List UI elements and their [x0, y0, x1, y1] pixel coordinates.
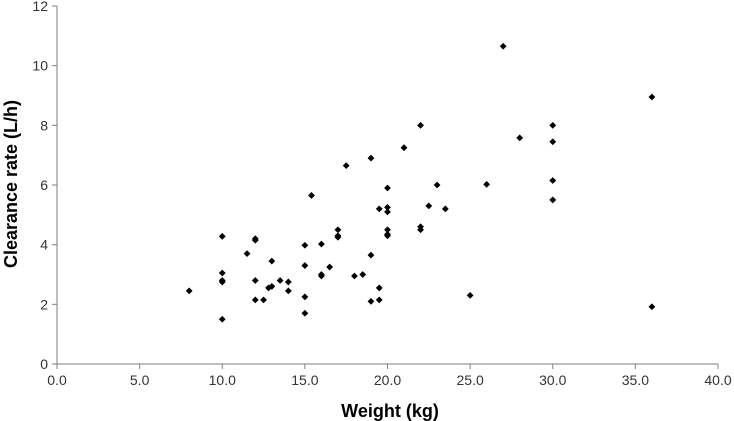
y-axis-title: Clearance rate (L/h): [1, 100, 21, 268]
x-tick-label: 10.0: [209, 372, 236, 388]
data-point: [251, 235, 259, 243]
data-point: [251, 296, 259, 304]
data-point: [268, 257, 276, 265]
data-point: [318, 271, 325, 278]
data-point: [417, 223, 424, 231]
x-tick-label: 0.0: [47, 372, 67, 388]
data-point: [375, 205, 383, 213]
data-point: [384, 230, 391, 238]
y-tick-label: 8: [40, 117, 48, 133]
data-point: [367, 154, 375, 162]
data-point: [384, 226, 391, 234]
data-point: [384, 208, 391, 216]
data-point: [243, 250, 251, 258]
x-axis-title: Weight (kg): [341, 401, 439, 421]
data-point: [308, 192, 315, 199]
x-tick-label: 35.0: [622, 372, 649, 388]
y-tick-label: 4: [40, 237, 48, 253]
data-point: [251, 277, 259, 284]
data-point: [417, 121, 424, 129]
data-point: [516, 134, 524, 142]
data-point: [549, 196, 557, 204]
data-point: [400, 144, 408, 152]
data-point: [549, 177, 557, 184]
data-points: [185, 42, 656, 323]
x-tick-label: 40.0: [704, 372, 731, 388]
data-point: [425, 202, 433, 210]
data-point: [268, 283, 276, 290]
data-point: [384, 203, 391, 211]
data-point: [301, 309, 309, 317]
data-point: [301, 262, 309, 269]
data-point: [483, 181, 491, 188]
data-point: [466, 291, 474, 299]
data-point: [301, 241, 309, 249]
x-tick-label: 30.0: [539, 372, 566, 388]
data-point: [441, 205, 449, 213]
y-tick-label: 0: [40, 356, 48, 372]
data-point: [375, 284, 383, 292]
data-point: [218, 277, 226, 284]
data-point: [433, 181, 441, 189]
x-tick-label: 5.0: [130, 372, 150, 388]
data-point: [334, 232, 342, 240]
data-point: [276, 277, 284, 284]
x-tick-label: 20.0: [374, 372, 401, 388]
data-point: [218, 315, 226, 323]
data-point: [499, 42, 507, 50]
data-point: [260, 296, 267, 304]
x-axis-ticks: 0.0 5.0 10.0 15.0 20.0 25.0 30.0 35.0 40.0: [47, 364, 732, 388]
data-point: [549, 138, 557, 146]
data-point: [342, 162, 350, 170]
data-point: [367, 297, 375, 305]
x-tick-label: 25.0: [457, 372, 484, 388]
data-point: [284, 278, 292, 286]
data-point: [326, 263, 334, 271]
data-point: [648, 303, 656, 311]
data-point: [218, 269, 226, 277]
y-tick-label: 10: [32, 58, 48, 74]
data-point: [648, 93, 656, 101]
data-point: [301, 293, 309, 301]
data-point: [334, 226, 342, 234]
data-point: [375, 296, 383, 304]
y-tick-label: 6: [40, 177, 48, 193]
data-point: [218, 232, 226, 240]
data-point: [549, 121, 557, 129]
y-tick-label: 12: [32, 0, 48, 14]
data-point: [318, 240, 325, 248]
data-point: [351, 272, 358, 280]
data-point: [384, 184, 391, 192]
data-point: [359, 271, 367, 278]
data-point: [367, 251, 375, 259]
data-point: [284, 287, 292, 295]
data-point: [185, 287, 193, 295]
y-axis-ticks: 0 2 4 6 8 10 12: [32, 0, 57, 372]
x-tick-label: 15.0: [291, 372, 318, 388]
y-tick-label: 2: [40, 296, 48, 312]
